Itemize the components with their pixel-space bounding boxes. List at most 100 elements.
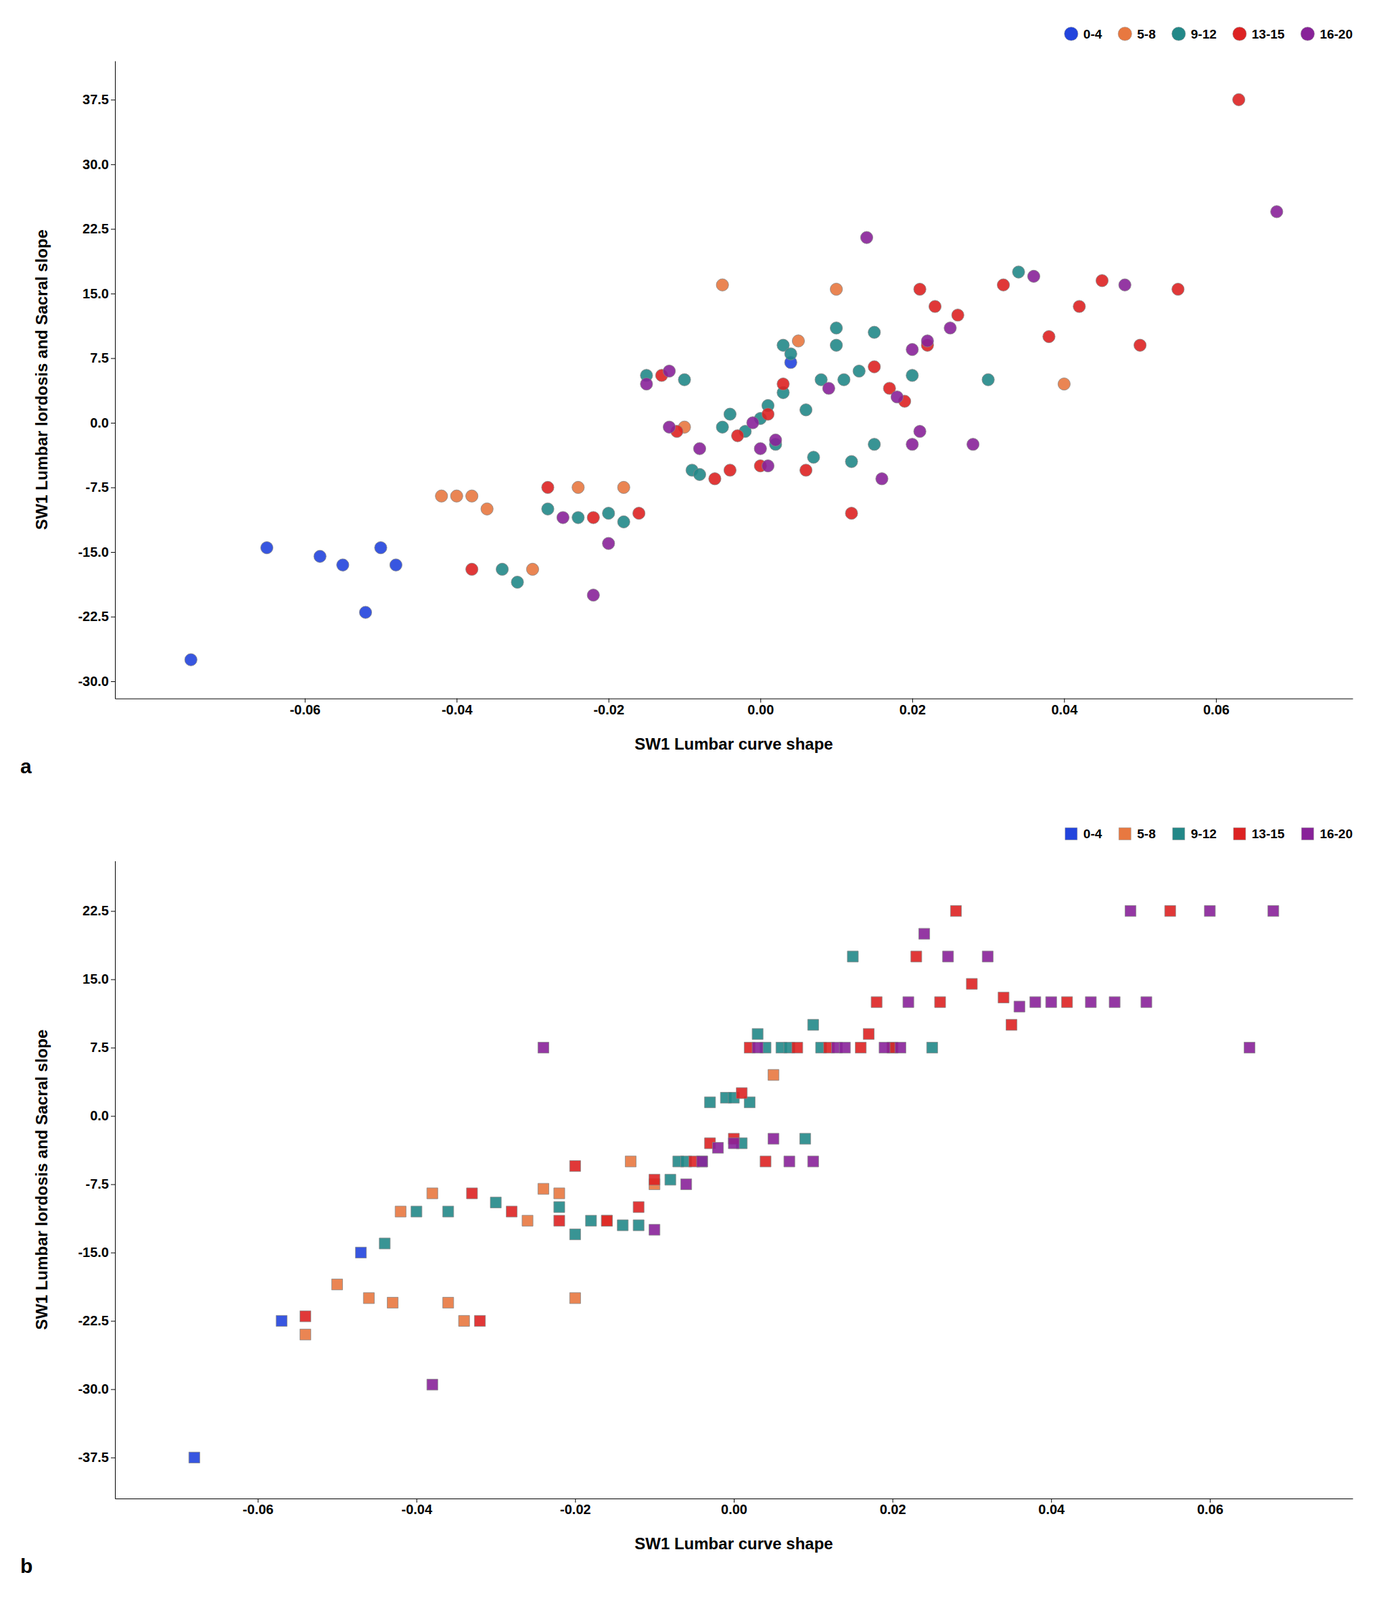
- point: [394, 1205, 406, 1217]
- tick: 7.5: [89, 1039, 115, 1055]
- legend-label: 0-4: [1083, 826, 1103, 841]
- point: [389, 558, 402, 571]
- point: [911, 950, 922, 962]
- point: [553, 1214, 565, 1226]
- point: [363, 1292, 375, 1304]
- point: [649, 1224, 661, 1235]
- tick-mark: [110, 1115, 115, 1117]
- tick: 0.06: [1197, 1498, 1224, 1517]
- point: [569, 1159, 581, 1171]
- legend-marker: [1117, 27, 1132, 41]
- point: [769, 433, 782, 446]
- axis-line: [114, 61, 116, 700]
- point: [852, 364, 866, 377]
- legend-item: 0-4: [1065, 826, 1103, 841]
- tick: -0.06: [289, 698, 321, 717]
- point: [868, 438, 881, 451]
- tick-label: 0.04: [1051, 702, 1079, 717]
- tick: -0.04: [401, 1498, 433, 1517]
- legend-marker: [1301, 827, 1314, 840]
- point: [860, 231, 873, 244]
- legend-item: 5-8: [1118, 826, 1156, 841]
- point: [1134, 338, 1147, 352]
- point: [601, 1214, 613, 1226]
- tick-mark: [110, 1251, 115, 1253]
- point: [585, 1214, 597, 1226]
- tick: -22.5: [77, 608, 115, 624]
- points: [184, 93, 1283, 666]
- point: [967, 438, 980, 451]
- tick: 0.00: [747, 698, 774, 717]
- point: [1012, 265, 1025, 278]
- series: [299, 1069, 779, 1340]
- point: [862, 1028, 874, 1039]
- point: [918, 927, 930, 939]
- point: [587, 511, 600, 524]
- point: [541, 502, 554, 515]
- point: [845, 455, 858, 468]
- point: [754, 442, 767, 455]
- point: [442, 1205, 454, 1217]
- point: [331, 1278, 343, 1290]
- point: [752, 1041, 763, 1053]
- legend-label: 0-4: [1083, 27, 1103, 42]
- point: [511, 575, 524, 588]
- point: [712, 1142, 723, 1154]
- point: [868, 360, 881, 373]
- point: [800, 1132, 811, 1144]
- point: [1172, 282, 1185, 295]
- tick-label: 15.0: [82, 971, 109, 987]
- point: [951, 309, 964, 322]
- tick-label: -22.5: [77, 608, 109, 624]
- point: [522, 1214, 533, 1226]
- x-axis: -0.06-0.04-0.020.000.020.040.06: [115, 1498, 1354, 1517]
- figure: -0.06-0.04-0.020.000.020.040.06-30.0-22.…: [0, 0, 1400, 1600]
- point: [693, 468, 706, 481]
- tick-label: -0.04: [441, 702, 473, 717]
- point: [784, 347, 797, 360]
- tick-label: -37.5: [77, 1449, 109, 1465]
- tick: 22.5: [82, 902, 115, 918]
- tick-mark: [110, 1183, 115, 1185]
- tick: -0.06: [242, 1498, 274, 1517]
- tick-label: 0.00: [747, 702, 774, 717]
- point: [902, 996, 914, 1008]
- x-axis-title: SW1 Lumbar curve shape: [634, 1533, 833, 1553]
- point: [450, 489, 463, 502]
- series: [556, 205, 1283, 602]
- tick: -15.0: [77, 1244, 115, 1260]
- legend-label: 13-15: [1251, 826, 1286, 841]
- legend-item: 13-15: [1233, 826, 1286, 841]
- point: [426, 1187, 438, 1199]
- tick: -15.0: [77, 544, 115, 560]
- point: [640, 378, 653, 391]
- point: [966, 977, 978, 989]
- point: [875, 472, 889, 485]
- point: [868, 325, 881, 339]
- legend-item: 16-20: [1300, 27, 1353, 42]
- point: [526, 562, 539, 575]
- legend-label: 9-12: [1191, 27, 1217, 42]
- point: [435, 489, 448, 502]
- tick: -0.04: [441, 698, 473, 717]
- point: [829, 321, 843, 335]
- tick: 0.02: [879, 1498, 907, 1517]
- point: [649, 1174, 661, 1185]
- point: [480, 502, 494, 515]
- tick-label: 0.06: [1203, 702, 1230, 717]
- x-axis: -0.06-0.04-0.020.000.020.040.06: [115, 698, 1354, 717]
- point: [879, 1041, 891, 1053]
- point: [490, 1196, 502, 1208]
- point: [716, 420, 729, 433]
- point: [800, 403, 813, 416]
- tick-label: 22.5: [82, 902, 109, 918]
- point: [359, 605, 372, 619]
- tick: -0.02: [560, 1498, 592, 1517]
- point: [617, 480, 630, 494]
- point: [839, 1041, 851, 1053]
- point: [998, 991, 1010, 1003]
- point: [906, 438, 919, 451]
- tick: 15.0: [82, 971, 115, 987]
- point: [537, 1182, 549, 1194]
- point: [299, 1328, 311, 1340]
